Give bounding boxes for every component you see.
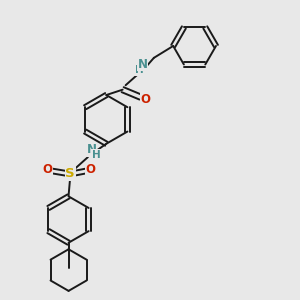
Text: N: N <box>86 143 96 156</box>
Text: H: H <box>92 150 100 160</box>
Text: O: O <box>43 164 52 176</box>
Text: S: S <box>65 167 75 180</box>
Text: O: O <box>86 164 96 176</box>
Text: O: O <box>141 93 151 106</box>
Text: H: H <box>135 65 143 75</box>
Text: N: N <box>138 58 148 71</box>
